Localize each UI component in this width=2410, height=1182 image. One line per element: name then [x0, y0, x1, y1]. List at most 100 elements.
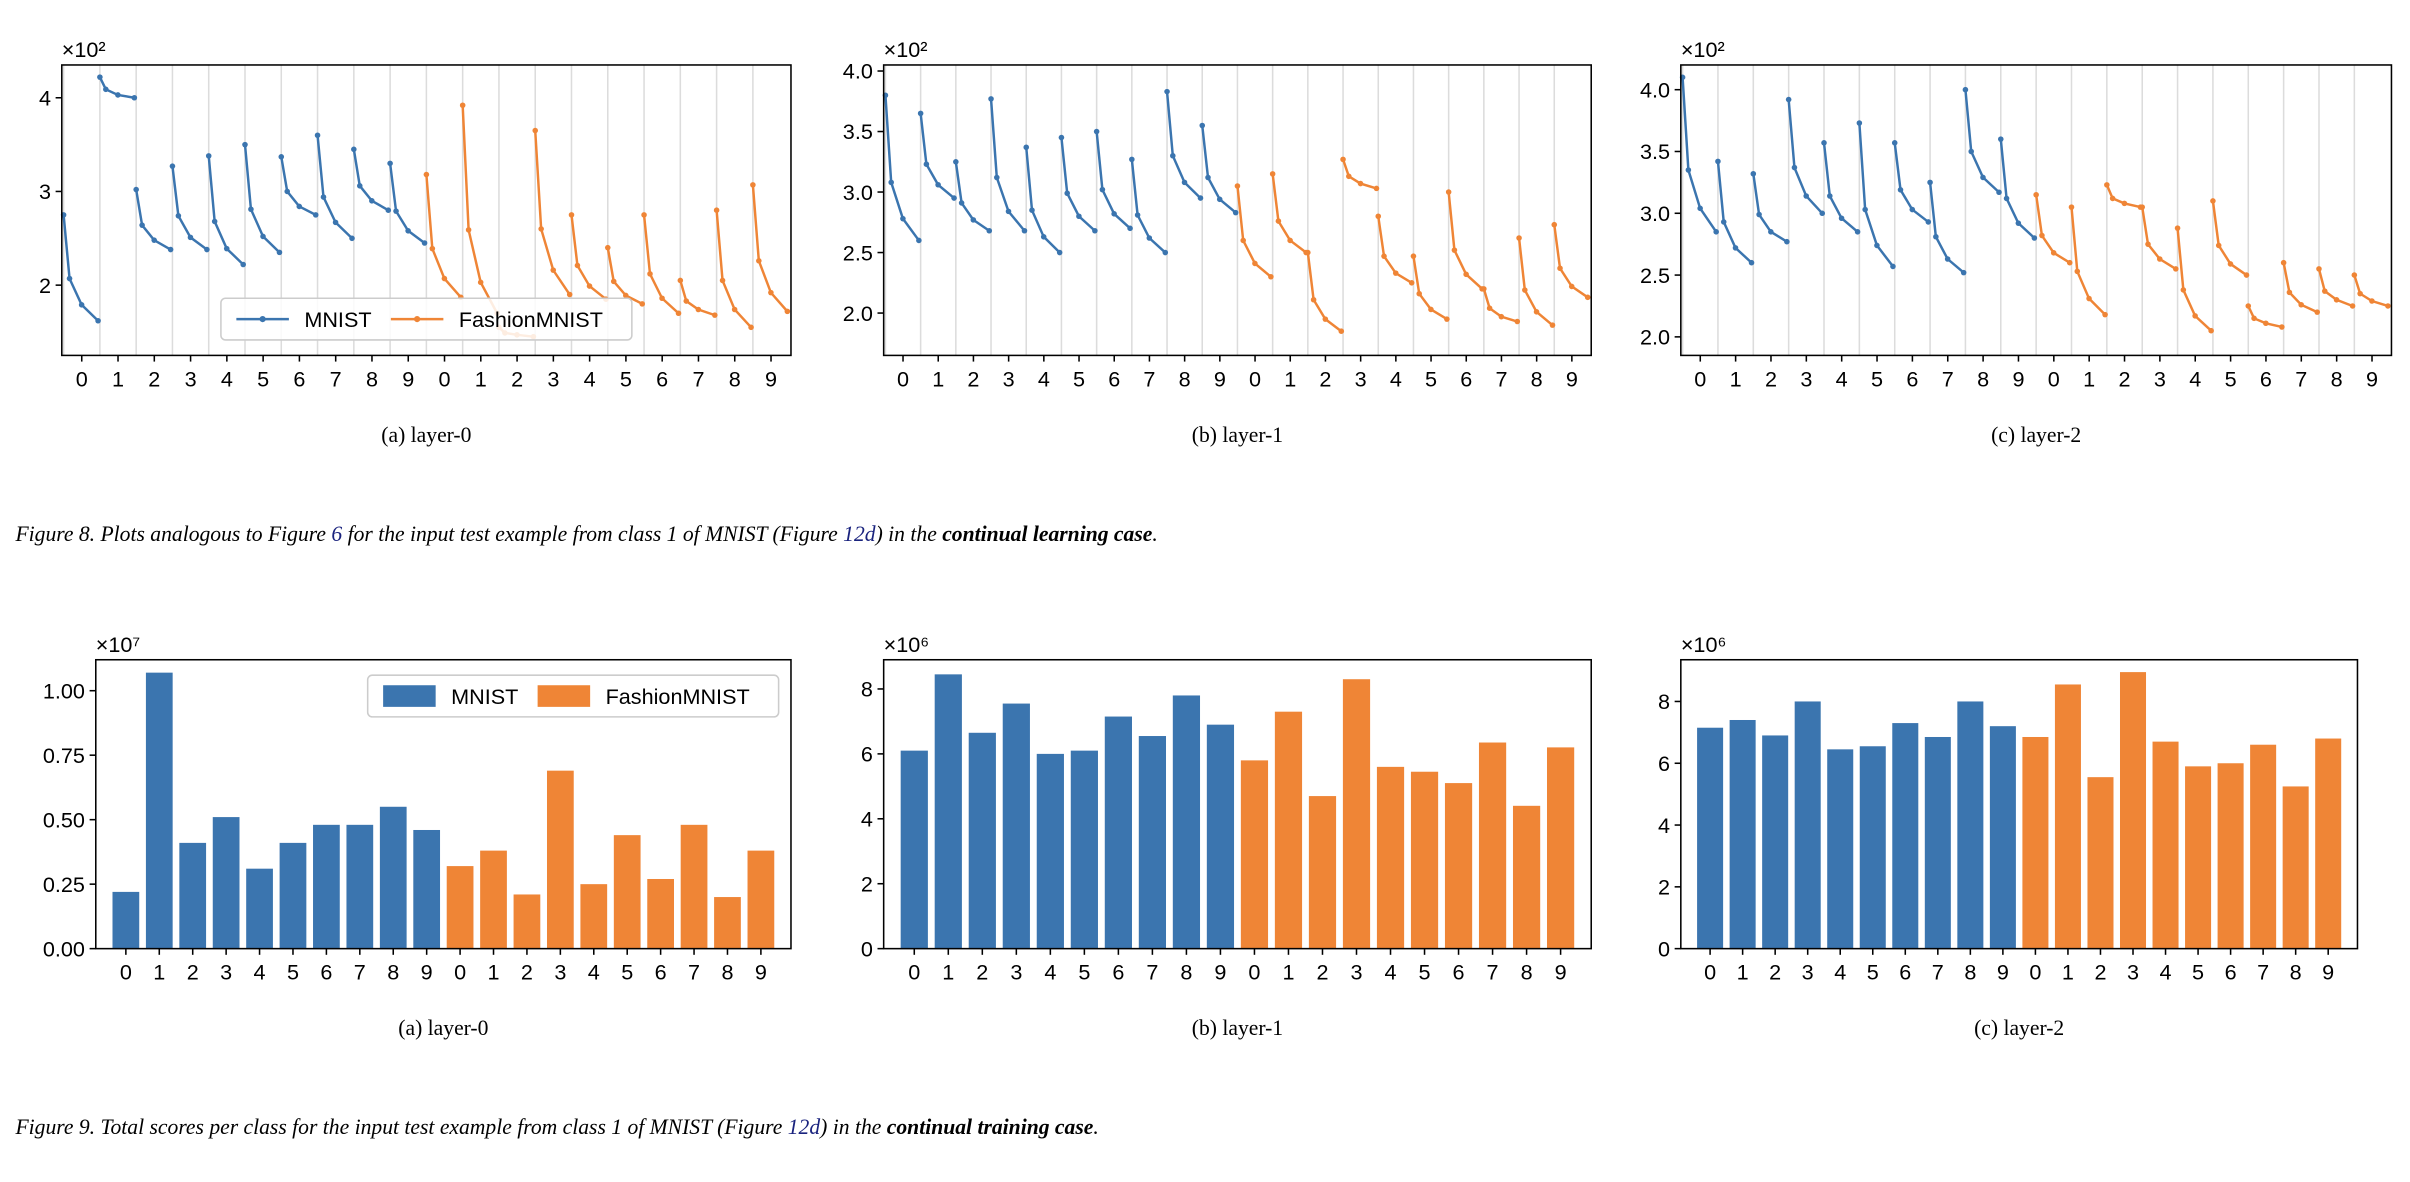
point: [1129, 156, 1135, 163]
x-tick-label: 2: [1319, 366, 1331, 391]
x-tick-label: 4: [2160, 960, 2172, 985]
line-segment: [715, 210, 752, 329]
point: [568, 212, 575, 218]
bar: [546, 770, 574, 949]
bar: [1729, 719, 1756, 949]
point: [465, 227, 472, 233]
x-tick-label: 0: [1249, 366, 1261, 391]
y-tick-label: 0.75: [43, 743, 85, 768]
point: [2086, 295, 2092, 302]
x-tick-label: 6: [1112, 960, 1124, 985]
legend-marker: [259, 316, 266, 323]
x-tick-label: 8: [1521, 960, 1533, 985]
point: [1715, 158, 1721, 165]
point: [1146, 235, 1153, 241]
bar: [346, 824, 374, 949]
x-tick-label: 8: [366, 366, 378, 391]
x-tick-label: 5: [1419, 960, 1431, 985]
point: [951, 195, 957, 201]
point: [1428, 306, 1434, 313]
x-tick-label: 2: [2094, 960, 2106, 985]
point: [2210, 198, 2216, 204]
x-tick-label: 9: [1214, 366, 1226, 391]
point: [888, 179, 894, 186]
line-segment: [1822, 142, 1859, 233]
line-segment: [1893, 142, 1930, 223]
bar: [1240, 760, 1269, 949]
bar: [1138, 736, 1167, 949]
x-tick-label: 7: [330, 366, 342, 391]
point: [1269, 171, 1276, 177]
bar: [1410, 771, 1439, 949]
point: [2298, 301, 2304, 308]
bar: [2217, 763, 2244, 949]
x-tick-label: 8: [1179, 366, 1191, 391]
y-tick-label: 3.0: [843, 180, 873, 205]
point: [677, 277, 684, 284]
point: [2074, 268, 2081, 275]
point: [748, 324, 754, 331]
x-tick-label: 5: [1425, 366, 1437, 391]
point: [131, 94, 138, 101]
legend-label: MNIST: [304, 307, 371, 332]
caption-part: ) in the: [874, 522, 943, 546]
x-tick-label: 3: [2154, 366, 2166, 391]
bar: [613, 835, 641, 949]
x-tick-label: 1: [487, 960, 499, 985]
line-segment: [989, 98, 1026, 232]
point: [2031, 235, 2038, 241]
point: [1980, 174, 1986, 181]
line-segment: [2034, 194, 2071, 264]
line-segment: [171, 166, 208, 251]
line-segment: [1752, 173, 1788, 243]
point: [750, 182, 756, 188]
x-tick-label: 6: [1108, 366, 1120, 391]
x-tick-label: 7: [1495, 366, 1507, 391]
line-segment: [425, 174, 462, 299]
bar: [1308, 796, 1337, 949]
point: [1021, 227, 1028, 234]
point: [405, 228, 411, 234]
x-tick-label: 6: [293, 366, 305, 391]
y-tick-label: 2: [861, 871, 873, 896]
point: [1197, 195, 1204, 201]
line-segment: [1681, 77, 1718, 233]
point: [1232, 209, 1239, 216]
point: [953, 159, 959, 165]
x-tick-label: 1: [153, 960, 165, 985]
axes-frame: [882, 658, 1592, 950]
point: [387, 160, 393, 167]
x-tick-label: 9: [421, 960, 433, 985]
line-segment: [1999, 139, 2036, 239]
caption-part: 6: [331, 522, 342, 546]
x-tick-label: 6: [655, 960, 667, 985]
point: [1445, 189, 1452, 195]
y-tick-label: 0.00: [43, 936, 85, 961]
point: [994, 174, 1000, 181]
line-segment: [2247, 305, 2283, 329]
point: [1127, 225, 1133, 232]
point: [1998, 136, 2004, 142]
line-segment: [134, 189, 172, 251]
point: [659, 295, 665, 302]
point: [1252, 260, 1258, 267]
point: [2243, 272, 2250, 278]
caption-part: 12d: [788, 1115, 821, 1139]
point: [586, 283, 593, 289]
point: [1029, 207, 1035, 213]
point: [1890, 263, 1896, 270]
bar: [1036, 753, 1064, 949]
point: [459, 102, 466, 109]
point: [1076, 213, 1082, 220]
line-segment: [1025, 147, 1061, 254]
point: [2245, 303, 2252, 309]
point: [2174, 225, 2181, 231]
x-tick-label: 0: [454, 960, 466, 985]
point: [604, 244, 611, 251]
line-segment: [280, 156, 317, 216]
line-segment: [1482, 288, 1518, 323]
point: [1416, 290, 1422, 297]
point: [719, 277, 726, 284]
y-tick-label: 6: [861, 742, 873, 767]
bar: [714, 897, 741, 949]
